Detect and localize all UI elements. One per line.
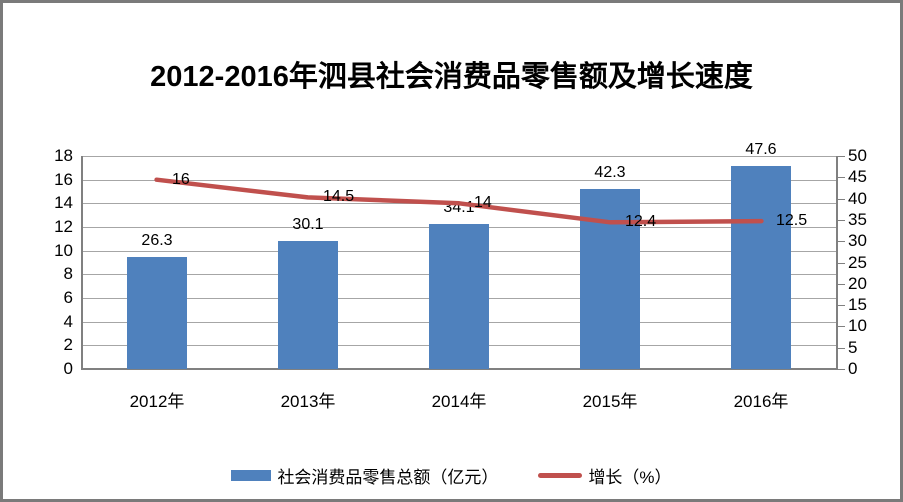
bar-data-label: 34.1	[443, 199, 475, 216]
left-axis-tick-label: 12	[54, 217, 73, 236]
bar	[127, 257, 187, 369]
right-axis-tick-label: 15	[848, 295, 867, 314]
right-axis-tick	[838, 284, 845, 285]
right-axis-tick-label: 40	[848, 189, 867, 208]
bar	[429, 224, 489, 369]
x-axis-label: 2012年	[129, 392, 185, 411]
left-axis-tick-label: 14	[54, 193, 73, 212]
gridline	[81, 180, 837, 181]
right-axis-tick-label: 25	[848, 253, 867, 272]
bar-data-label: 26.3	[141, 232, 173, 249]
right-axis-tick	[838, 199, 845, 200]
left-axis-tick-label: 6	[63, 288, 73, 307]
right-axis-tick	[838, 369, 845, 370]
right-axis-tick-label: 45	[848, 167, 867, 186]
left-axis-tick-label: 0	[63, 359, 73, 378]
bar-data-label: 42.3	[594, 164, 626, 181]
line-data-label: 14	[474, 194, 492, 211]
left-axis-tick-label: 16	[54, 170, 73, 189]
x-axis-label: 2015年	[582, 392, 638, 411]
bottom-axis-line	[81, 368, 838, 370]
bar-data-label: 30.1	[292, 216, 324, 233]
legend: 社会消费品零售总额（亿元） 增长（%）	[3, 463, 900, 488]
left-axis-tick-label: 4	[63, 312, 73, 331]
left-axis-tick-label: 8	[63, 264, 73, 283]
bar	[731, 166, 791, 369]
right-axis-tick	[838, 220, 845, 221]
right-axis-line	[836, 156, 838, 369]
legend-label-bar: 社会消费品零售总额（亿元）	[277, 468, 499, 487]
x-axis-label: 2016年	[733, 392, 789, 411]
right-axis-tick	[838, 263, 845, 264]
right-axis-tick-label: 20	[848, 274, 867, 293]
legend-item-line-series: 增长（%）	[538, 463, 672, 488]
left-axis-line	[81, 156, 83, 369]
x-axis-label: 2013年	[280, 392, 336, 411]
bar-swatch-icon	[231, 470, 272, 481]
right-axis-tick-label: 50	[848, 146, 867, 165]
right-axis-tick	[838, 305, 845, 306]
gridline	[81, 156, 837, 157]
line-data-label: 12.5	[776, 212, 808, 229]
left-axis-tick-label: 2	[63, 335, 73, 354]
left-axis-tick-label: 18	[54, 146, 73, 165]
line-data-label: 14.5	[323, 188, 355, 205]
right-axis-tick	[838, 177, 845, 178]
right-axis-tick	[838, 348, 845, 349]
right-axis-tick	[838, 156, 845, 157]
x-axis-label: 2014年	[431, 392, 487, 411]
line-data-label: 12.4	[625, 213, 657, 230]
legend-item-bar-series: 社会消费品零售总额（亿元）	[231, 463, 498, 488]
line-data-label: 16	[172, 171, 190, 188]
right-axis-tick-label: 35	[848, 210, 867, 229]
right-axis-tick-label: 0	[848, 359, 858, 378]
chart-title: 2012-2016年泗县社会消费品零售额及增长速度	[150, 61, 753, 93]
right-axis-tick-label: 5	[848, 338, 858, 357]
legend-label-line: 增长（%）	[588, 468, 672, 487]
left-axis-tick-label: 10	[54, 241, 73, 260]
right-axis-tick-label: 10	[848, 316, 867, 335]
right-axis-tick	[838, 241, 845, 242]
right-axis-tick-label: 30	[848, 231, 867, 250]
bar-data-label: 47.6	[745, 141, 777, 158]
right-axis-tick	[838, 326, 845, 327]
bar	[278, 241, 338, 369]
line-swatch-icon	[538, 473, 583, 478]
